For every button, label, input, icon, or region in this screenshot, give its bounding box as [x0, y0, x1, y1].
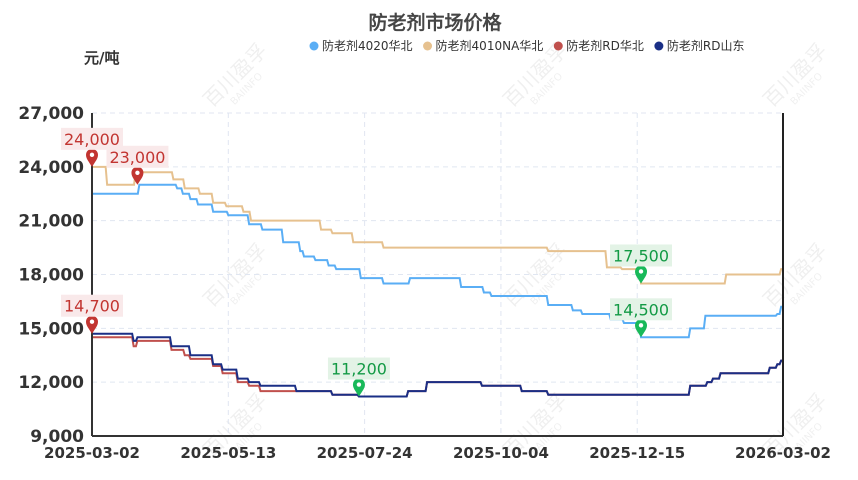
legend: 防老剂4020华北 防老剂4010NA华北 防老剂RD华北 防老剂RD山东 [309, 38, 744, 53]
annotation-label: 17,500 [613, 246, 669, 265]
annotation-max: 23,000 [106, 145, 169, 185]
legend-item[interactable]: 防老剂4010NA华北 [423, 38, 543, 53]
legend-marker-icon [553, 41, 563, 51]
annotation-label: 14,500 [613, 300, 669, 319]
legend-item[interactable]: 防老剂RD华北 [553, 38, 644, 53]
annotation-min: 11,200 [327, 357, 390, 397]
y-tick-label: 27,000 [18, 104, 84, 124]
x-axis-ticks: 2025-03-02 2025-05-13 2025-07-24 2025-10-04… [44, 444, 831, 462]
legend-item[interactable]: 防老剂RD山东 [654, 38, 744, 53]
annotation-max: 14,700 [61, 294, 123, 334]
x-tick-label: 2025-07-24 [317, 444, 413, 462]
annotation-max: 24,000 [61, 127, 123, 167]
series-line [92, 183, 783, 339]
annotation-label: 14,700 [64, 297, 120, 316]
map-pin-icon [635, 319, 648, 338]
y-tick-label: 21,000 [18, 212, 84, 232]
y-tick-label: 15,000 [18, 319, 84, 339]
legend-marker-icon [423, 41, 433, 51]
annotation-label: 24,000 [64, 130, 120, 149]
x-tick-label: 2025-12-15 [589, 444, 685, 462]
x-tick-label: 2026-03-02 [735, 444, 831, 462]
legend-label: 防老剂RD山东 [667, 38, 745, 53]
map-pin-icon [131, 166, 144, 185]
y-axis-unit: 元/吨 [84, 49, 119, 67]
y-axis-ticks: 9,000 12,000 15,000 18,000 21,000 24,000 27,00… [18, 104, 84, 447]
legend-marker-icon [654, 41, 664, 51]
x-tick-label: 2025-05-13 [180, 444, 276, 462]
map-pin-icon [86, 315, 98, 334]
y-tick-label: 9,000 [30, 427, 84, 447]
x-tick-label: 2025-03-02 [44, 444, 140, 462]
legend-label: 防老剂4020华北 [322, 38, 413, 53]
series-line [92, 165, 783, 285]
grid [92, 112, 783, 436]
series-lines [92, 165, 783, 398]
series-line [92, 332, 783, 398]
annotation-min: 14,500 [610, 298, 673, 338]
legend-item[interactable]: 防老剂4020华北 [309, 38, 413, 53]
y-tick-label: 18,000 [18, 266, 84, 286]
annotation-label: 11,200 [331, 360, 387, 379]
legend-label: 防老剂4010NA华北 [436, 38, 544, 53]
map-pin-icon [352, 378, 365, 397]
map-pin-icon [635, 265, 648, 284]
legend-marker-icon [309, 41, 319, 51]
x-tick-label: 2025-10-04 [453, 444, 549, 462]
legend-label: 防老剂RD华北 [566, 38, 644, 53]
annotation-label: 23,000 [109, 148, 165, 167]
chart-title: 防老剂市场价格 [368, 11, 502, 34]
series-line [92, 336, 783, 398]
y-tick-label: 12,000 [18, 373, 84, 393]
y-tick-label: 24,000 [18, 158, 84, 178]
map-pin-icon [86, 148, 98, 167]
annotation-min: 17,500 [610, 244, 673, 284]
